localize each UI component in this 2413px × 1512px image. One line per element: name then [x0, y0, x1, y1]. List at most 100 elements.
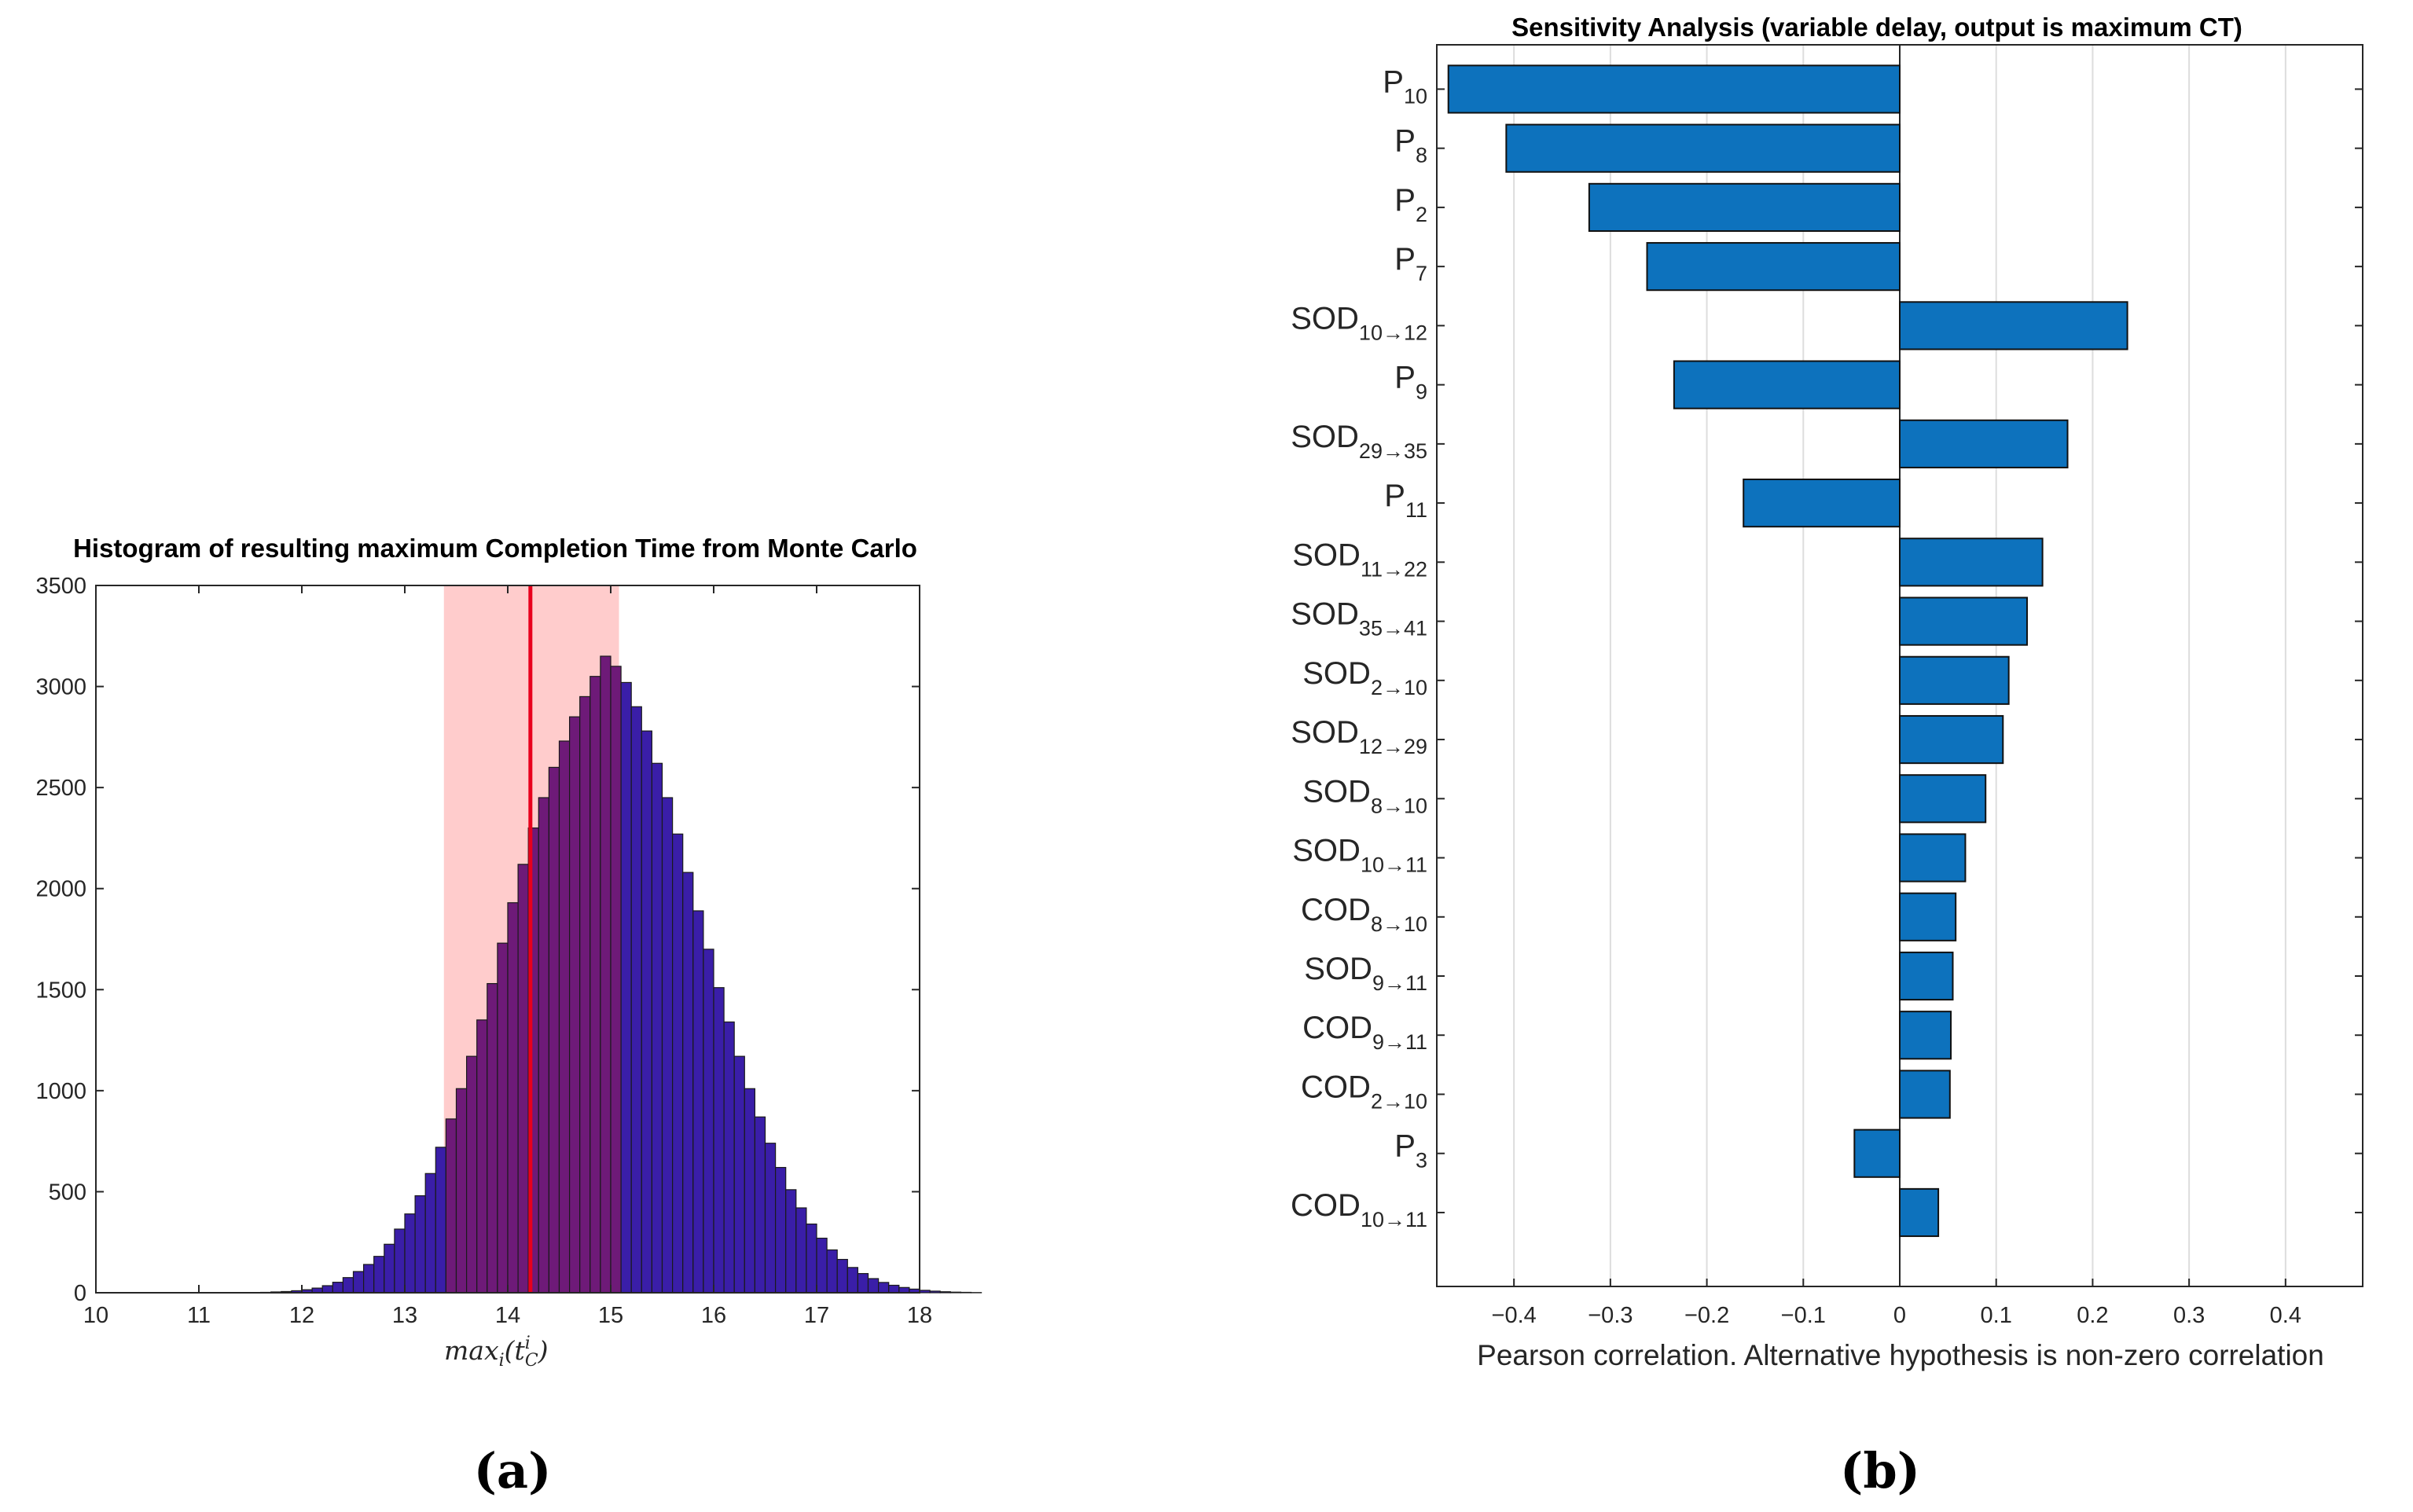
histogram-bar: [692, 910, 704, 1294]
category-subscript: 8→10: [1371, 794, 1427, 817]
panel-label-a: (a): [474, 1442, 552, 1499]
histogram-x-tick-label: 17: [804, 1303, 829, 1328]
histogram-bar: [497, 942, 509, 1294]
category-base: P: [1383, 64, 1404, 99]
category-subscript: 9→11: [1372, 971, 1427, 995]
sensitivity-bar: [1899, 1187, 1940, 1238]
histogram-bar: [630, 706, 642, 1294]
histogram-bar: [898, 1286, 910, 1294]
sensitivity-y-ticks: P10P8P2P7SOD10→12P9SOD29→35P11SOD11→22SO…: [1291, 64, 2363, 1231]
histogram-x-tick-label: 10: [83, 1303, 108, 1328]
histogram-bar: [806, 1223, 817, 1294]
sensitivity-bar: [1899, 714, 2004, 765]
category-base: P: [1394, 242, 1416, 277]
sensitivity-category-label: P7: [1394, 242, 1427, 285]
sensitivity-category-label: SOD2→10: [1302, 656, 1427, 699]
sensitivity-x-tick-label: 0.4: [2270, 1303, 2301, 1328]
histogram-bar: [795, 1207, 807, 1294]
histogram-bar: [538, 797, 549, 1294]
sensitivity-category-label: SOD11→22: [1292, 538, 1427, 581]
histogram-bar: [404, 1213, 416, 1294]
sensitivity-x-tick-label: −0.4: [1492, 1303, 1537, 1328]
category-base: COD: [1291, 1188, 1361, 1223]
histogram-bar: [785, 1189, 797, 1294]
category-base: SOD: [1302, 774, 1371, 809]
sensitivity-bar: [1588, 182, 1901, 232]
histogram-bar: [558, 740, 571, 1294]
histogram-y-tick-label: 1500: [35, 978, 86, 1003]
sensitivity-bar: [1899, 1011, 1952, 1060]
sensitivity-x-tick-label: 0.3: [2173, 1303, 2205, 1328]
category-base: SOD: [1292, 538, 1361, 572]
histogram-y-tick-label: 2500: [35, 776, 86, 801]
histogram-y-tick-label: 3500: [35, 574, 86, 599]
histogram-bar: [548, 766, 560, 1294]
sensitivity-category-label: P10: [1383, 64, 1427, 108]
histogram-bar: [342, 1277, 354, 1294]
category-subscript: 9→11: [1372, 1030, 1427, 1054]
histogram-bar: [816, 1237, 828, 1294]
sensitivity-bar: [1899, 538, 2044, 587]
histogram-bar: [754, 1116, 766, 1294]
category-subscript: 2→10: [1371, 676, 1427, 699]
histogram-bar: [651, 762, 663, 1294]
sensitivity-x-tick-label: 0.1: [1981, 1303, 2012, 1328]
sensitivity-bar: [1505, 123, 1901, 173]
histogram-bar: [888, 1284, 900, 1294]
category-base: P: [1394, 361, 1416, 395]
category-base: COD: [1301, 893, 1371, 927]
histogram-bar: [661, 797, 674, 1294]
sensitivity-bar: [1899, 892, 1957, 941]
category-base: P: [1394, 1129, 1416, 1164]
histogram-bar: [682, 872, 694, 1294]
histogram-bar: [610, 666, 622, 1294]
sensitivity-bars: [1447, 64, 2128, 1238]
sensitivity-x-ticks: −0.4 −0.3 −0.2 −0.1 0 0.1 0.2 0.3 0.4: [1492, 1279, 2301, 1328]
histogram-bar: [826, 1249, 838, 1294]
histogram-bar: [465, 1055, 478, 1294]
histogram-bar: [774, 1166, 787, 1294]
sensitivity-category-label: SOD9→11: [1304, 952, 1427, 995]
histogram-bar: [703, 949, 714, 1294]
histogram-y-tick-label: 3000: [35, 675, 86, 700]
histogram-bar: [332, 1282, 343, 1294]
histogram-bar: [949, 1291, 962, 1294]
category-subscript: 7: [1416, 262, 1427, 285]
category-base: P: [1394, 183, 1416, 218]
histogram-bar: [641, 730, 652, 1294]
category-subscript: 11→22: [1361, 557, 1427, 581]
sensitivity-bar: [1673, 360, 1901, 409]
sensitivity-bar: [1899, 833, 1967, 883]
category-base: COD: [1301, 1070, 1371, 1104]
histogram-bar: [713, 987, 725, 1294]
category-base: SOD: [1291, 715, 1359, 750]
sensitivity-bar: [1646, 242, 1901, 292]
histogram-bar: [568, 716, 581, 1294]
histogram-bar: [394, 1228, 406, 1294]
sensitivity-category-label: P11: [1384, 479, 1427, 522]
sensitivity-category-label: P9: [1394, 361, 1427, 404]
sensitivity-panel: Sensitivity Analysis (variable delay, ou…: [1291, 13, 2363, 1499]
histogram-y-tick-label: 0: [74, 1281, 86, 1306]
sensitivity-bar: [1899, 774, 1987, 824]
histogram-bar: [847, 1267, 859, 1294]
sensitivity-bar: [1899, 596, 2028, 646]
sensitivity-bar: [1853, 1128, 1901, 1178]
category-subscript: 8: [1416, 144, 1427, 167]
histogram-x-tick-label: 11: [187, 1303, 211, 1328]
sensitivity-bar: [1899, 655, 2010, 705]
histogram-bar: [939, 1291, 951, 1294]
category-subscript: 35→41: [1359, 617, 1427, 640]
category-subscript: 29→35: [1359, 439, 1427, 463]
histogram-x-tick-label: 16: [701, 1303, 726, 1328]
category-subscript: 10→12: [1359, 321, 1427, 344]
histogram-bar: [671, 833, 684, 1294]
sensitivity-category-label: SOD10→12: [1291, 301, 1427, 344]
histogram-y-tick-label: 2000: [35, 877, 86, 902]
sensitivity-x-tick-label: −0.2: [1684, 1303, 1729, 1328]
histogram-x-ticks: 10 11 12 13 14 15 16 17 18: [83, 585, 932, 1328]
histogram-bar: [867, 1278, 880, 1294]
histogram-bar: [600, 655, 612, 1294]
sensitivity-category-label: SOD35→41: [1291, 597, 1427, 640]
histogram-bar: [321, 1285, 333, 1294]
